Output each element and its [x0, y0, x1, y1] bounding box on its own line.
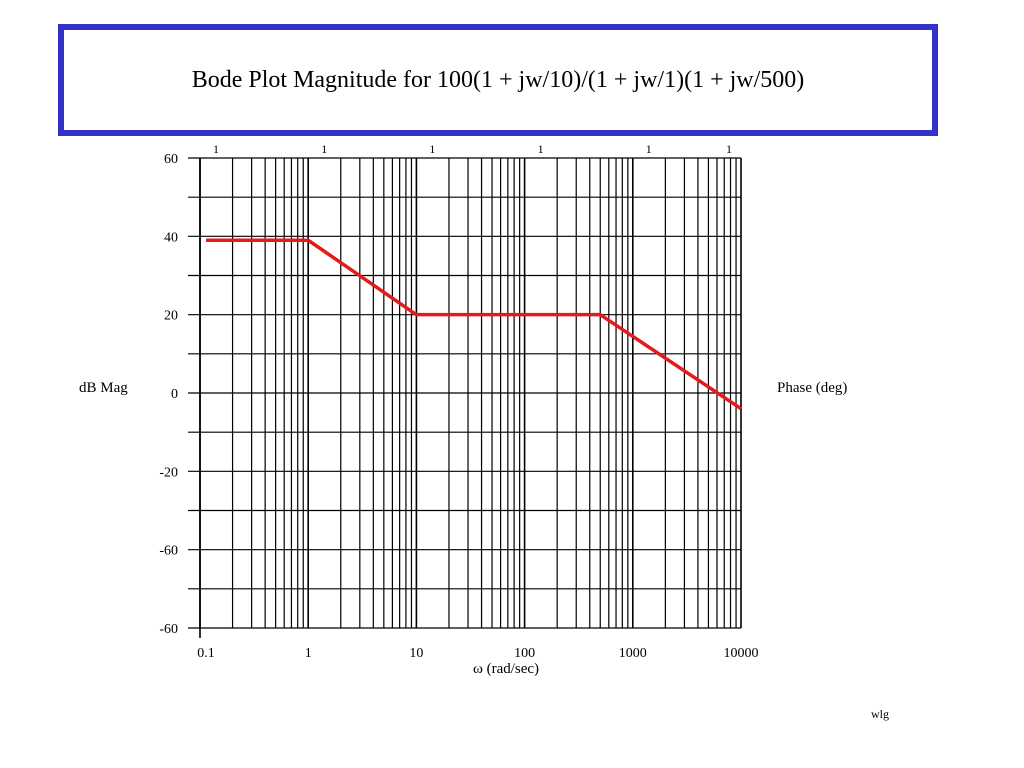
top-tick-label: 1 [646, 142, 652, 156]
author-note: wlg [871, 707, 889, 721]
y-tick-labels: 60 40 20 0 -20 -60 -60 [159, 152, 178, 637]
grid [188, 157, 741, 629]
top-tick-label: 1 [429, 142, 435, 156]
y-tick-label: 0 [171, 387, 178, 402]
magnitude-line [206, 238, 742, 411]
x-tick-labels: 0.1 1 10 100 1000 10000 [197, 646, 758, 661]
y-tick-label: 20 [164, 309, 178, 324]
y-axis-label-right: Phase (deg) [777, 380, 847, 396]
series-group [206, 238, 742, 411]
x-tick-label: 100 [514, 646, 535, 661]
top-tick-label: 1 [726, 142, 732, 156]
y-tick-label: -60 [159, 544, 178, 559]
plot-frame [199, 158, 742, 638]
y-tick-label: -20 [159, 465, 178, 480]
y-axis-label-left: dB Mag [79, 380, 128, 396]
x-tick-label: 0.1 [197, 646, 215, 661]
top-tick-labels: 1 1 1 1 1 1 [213, 142, 732, 156]
x-tick-label: 1 [305, 646, 312, 661]
top-tick-label: 1 [538, 142, 544, 156]
x-tick-label: 10 [409, 646, 423, 661]
x-tick-label: 1000 [619, 646, 647, 661]
y-tick-label: 40 [164, 230, 178, 245]
title-box: Bode Plot Magnitude for 100(1 + jw/10)/(… [58, 24, 938, 136]
x-tick-label: 10000 [724, 646, 759, 661]
x-axis-label: ω (rad/sec) [473, 661, 539, 677]
top-tick-label: 1 [213, 142, 219, 156]
top-tick-label: 1 [321, 142, 327, 156]
y-tick-label: 60 [164, 152, 178, 167]
chart-title: Bode Plot Magnitude for 100(1 + jw/10)/(… [191, 66, 805, 93]
y-tick-label: -60 [159, 622, 178, 637]
